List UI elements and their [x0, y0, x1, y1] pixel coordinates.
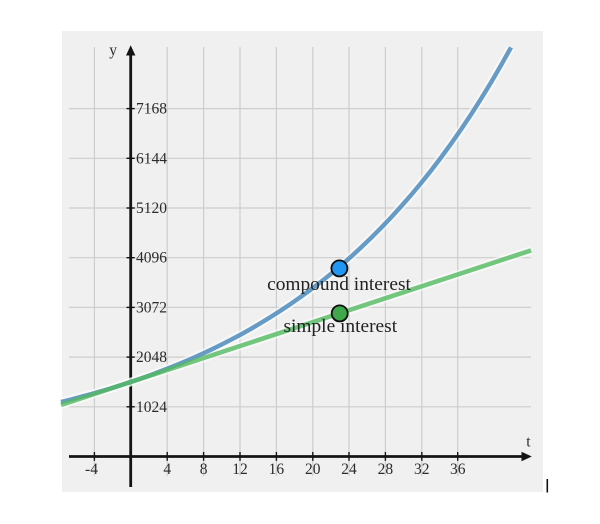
svg-text:2048: 2048 — [136, 349, 167, 366]
svg-text:4: 4 — [163, 461, 171, 478]
svg-text:y: y — [109, 42, 117, 59]
svg-text:simple interest: simple interest — [283, 316, 397, 337]
svg-text:4096: 4096 — [136, 250, 167, 267]
svg-text:16: 16 — [269, 461, 285, 478]
svg-text:t: t — [526, 434, 531, 451]
svg-text:3072: 3072 — [136, 299, 167, 316]
svg-text:5120: 5120 — [136, 200, 167, 217]
svg-text:-4: -4 — [85, 461, 98, 478]
svg-text:28: 28 — [378, 461, 394, 478]
svg-text:8: 8 — [200, 461, 208, 478]
svg-text:compound interest: compound interest — [267, 274, 411, 295]
svg-text:6144: 6144 — [136, 150, 167, 167]
svg-text:7168: 7168 — [136, 101, 167, 118]
svg-text:36: 36 — [450, 461, 466, 478]
svg-text:20: 20 — [305, 461, 321, 478]
svg-text:24: 24 — [341, 461, 357, 478]
svg-text:1024: 1024 — [136, 399, 167, 416]
svg-text:12: 12 — [232, 461, 248, 478]
svg-text:32: 32 — [414, 461, 430, 478]
